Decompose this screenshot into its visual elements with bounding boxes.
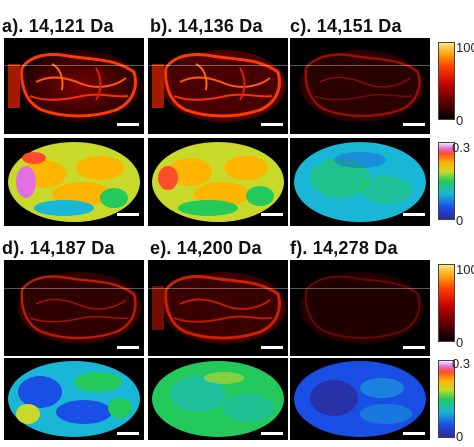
scale-bar <box>261 213 283 216</box>
ion-image-c <box>290 38 430 134</box>
ratio-image-e <box>148 358 288 440</box>
ratio-image-c <box>290 138 430 226</box>
intensity-min-label: 0 <box>456 335 464 350</box>
intensity-colorbar <box>438 42 455 120</box>
scale-bar <box>403 432 425 435</box>
scale-bar <box>117 346 139 349</box>
intensity-max-label: 100 <box>456 40 474 55</box>
ion-image-b <box>148 38 288 134</box>
intensity-colorbar <box>438 264 455 342</box>
ion-image-a <box>4 38 144 134</box>
panel-label-b: b). 14,136 Da <box>150 16 263 36</box>
ratio-colorbar <box>438 360 455 438</box>
scale-bar <box>261 346 283 349</box>
scale-bar <box>403 123 425 126</box>
ratio-image-b <box>148 138 288 226</box>
ratio-image-d <box>4 358 144 440</box>
scale-bar <box>117 213 139 216</box>
ion-image-d <box>4 260 144 356</box>
intensity-min-label: 0 <box>456 113 464 128</box>
scale-bar <box>261 432 283 435</box>
panel-label-a: a). 14,121 Da <box>2 16 114 36</box>
ion-image-e <box>148 260 288 356</box>
panel-label-c: c). 14,151 Da <box>290 16 402 36</box>
panel-label-d: d). 14,187 Da <box>2 238 115 258</box>
ratio-max-label: 0.3 <box>452 140 471 155</box>
guide-line <box>4 65 430 66</box>
panel-label-f: f). 14,278 Da <box>290 238 398 258</box>
panel-label-e: e). 14,200 Da <box>150 238 262 258</box>
ratio-image-a <box>4 138 144 226</box>
ratio-max-label: 0.3 <box>452 356 471 371</box>
scale-bar <box>403 346 425 349</box>
ratio-image-f <box>290 358 430 440</box>
scale-bar <box>403 213 425 216</box>
ion-image-f <box>290 260 430 356</box>
scale-bar <box>117 123 139 126</box>
intensity-max-label: 100 <box>456 262 474 277</box>
ratio-min-label: 0 <box>456 429 464 444</box>
scale-bar <box>261 123 283 126</box>
ratio-min-label: 0 <box>456 213 464 228</box>
ratio-colorbar <box>438 142 455 220</box>
guide-line <box>4 288 430 289</box>
scale-bar <box>117 432 139 435</box>
